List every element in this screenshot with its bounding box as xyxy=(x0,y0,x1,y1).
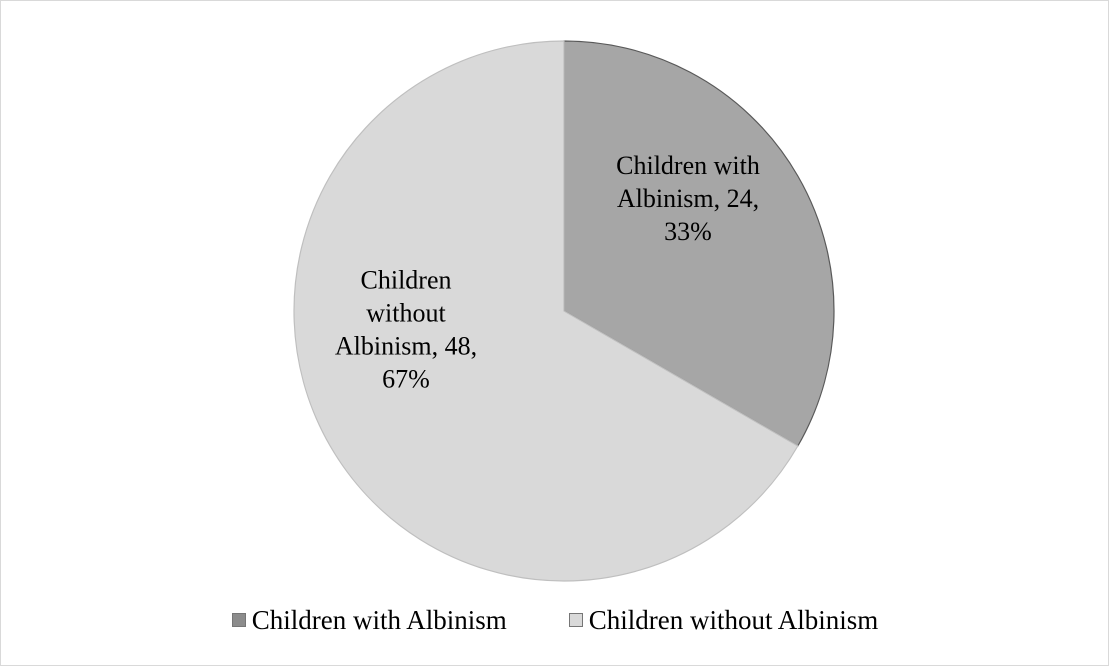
data-label-line: Children xyxy=(361,266,452,295)
pie-chart: Children with Albinism, 24, 33% Children wit… xyxy=(0,0,1110,600)
legend-swatch-with-albinism xyxy=(232,613,246,627)
legend-swatch-without-albinism xyxy=(569,613,583,627)
legend-label-without-albinism: Children without Albinism xyxy=(589,605,879,636)
data-label-line: 33% xyxy=(664,217,712,246)
legend-label-with-albinism: Children with Albinism xyxy=(252,605,507,636)
legend: Children with Albinism Children without … xyxy=(0,600,1110,640)
data-label-line: without xyxy=(366,299,446,328)
legend-item-with-albinism: Children with Albinism xyxy=(232,605,507,636)
data-label-line: Albinism, 48, xyxy=(335,332,477,361)
legend-item-without-albinism: Children without Albinism xyxy=(569,605,879,636)
data-label-line: Children with xyxy=(616,151,760,180)
data-label-line: Albinism, 24, xyxy=(617,184,759,213)
data-label-line: 67% xyxy=(382,365,430,394)
